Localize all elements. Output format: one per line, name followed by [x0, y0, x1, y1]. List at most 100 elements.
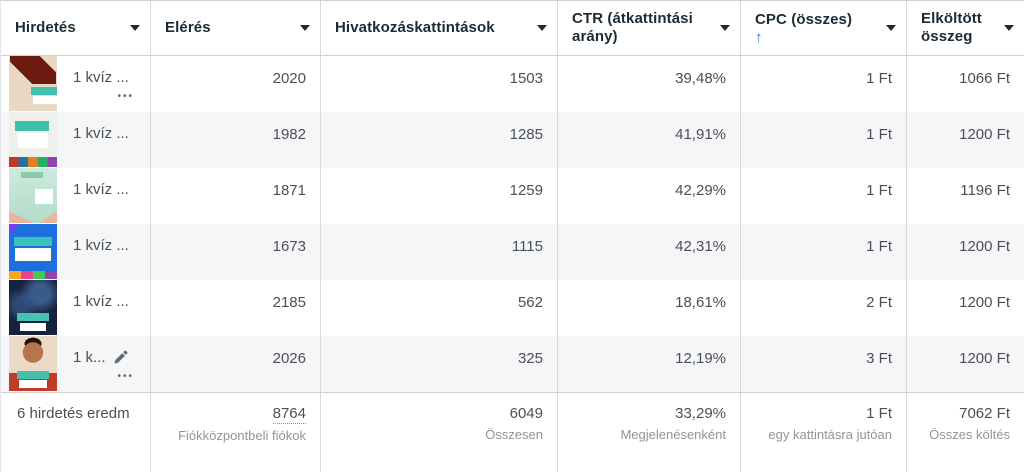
cpc-cell: 1 Ft — [741, 224, 907, 280]
column-header-ad[interactable]: Hirdetés — [1, 1, 151, 55]
caret-down-icon[interactable] — [537, 25, 547, 31]
reach-cell: 1982 — [151, 112, 321, 168]
ad-thumbnail[interactable] — [9, 224, 57, 279]
edit-icon[interactable] — [113, 350, 128, 365]
cpc-cell: 3 Ft — [741, 336, 907, 392]
footer-cpc-cell: 1 Ft egy kattintásra jutóan — [741, 393, 907, 472]
spend-cell: 1200 Ft — [959, 238, 1010, 255]
total-ctr-value: 33,29% — [675, 405, 726, 422]
ctr-cell: 12,19% — [558, 336, 741, 392]
column-header-cpc[interactable]: CPC (összes) ↑ — [741, 1, 907, 55]
reach-cell: 2026 — [151, 336, 321, 392]
ad-thumbnail[interactable] — [9, 112, 57, 167]
total-spend-value: 7062 Ft — [959, 405, 1010, 422]
column-header-amount-spent[interactable]: Elköltött összeg — [907, 1, 1024, 55]
total-clicks-value: 6049 — [509, 405, 543, 422]
total-cpc-label: egy kattintásra jutóan — [768, 427, 892, 442]
ad-label-block: 1 kvíz ... — [57, 280, 150, 336]
footer-ctr-cell: 33,29% Megjelenésenként — [558, 393, 741, 472]
link-clicks-cell: 1285 — [321, 112, 558, 168]
ad-name[interactable]: 1 kvíz ... — [73, 293, 129, 310]
link-clicks-cell: 1503 — [321, 56, 558, 112]
cpc-cell: 1 Ft — [741, 56, 907, 112]
cpc-cell: 2 Ft — [741, 280, 907, 336]
spend-cell: 1200 Ft — [959, 350, 1010, 367]
column-header-ctr[interactable]: CTR (átkattintási arány) — [558, 1, 741, 55]
ad-thumbnail[interactable] — [9, 336, 57, 391]
table-footer-row: 6 hirdetés eredm 8764 Fiókközpontbeli fi… — [1, 392, 1024, 472]
total-spend-label: Összes költés — [929, 427, 1010, 442]
footer-spend-cell: 7062 Ft Összes költés — [907, 393, 1024, 472]
ad-name[interactable]: 1 kvíz ... — [73, 69, 129, 86]
results-count: 6 hirdetés eredm — [17, 405, 130, 422]
column-label: CPC (összes) — [755, 11, 853, 28]
column-label: Elköltött összeg — [921, 10, 982, 45]
caret-down-icon[interactable] — [130, 25, 140, 31]
total-ctr-label: Megjelenésenként — [620, 427, 726, 442]
ad-label-block: 1 kvíz ... — [57, 168, 150, 224]
ad-cell: 1 k... ••• — [1, 336, 151, 392]
column-header-link-clicks[interactable]: Hivatkozáskattintások — [321, 1, 558, 55]
table-row: 1 kvíz ... 1673 1115 42,31% 1 Ft 1200 Ft — [1, 224, 1024, 280]
column-label: Hivatkozáskattintások — [335, 19, 495, 36]
table-row: 1 kvíz ... 1982 1285 41,91% 1 Ft 1200 Ft — [1, 112, 1024, 168]
table-row: 1 kvíz ... ••• 2020 1503 39,48% 1 Ft 106… — [1, 56, 1024, 112]
caret-down-icon[interactable] — [1004, 25, 1014, 31]
caret-down-icon[interactable] — [886, 25, 896, 31]
ad-cell: 1 kvíz ... — [1, 224, 151, 280]
cpc-cell: 1 Ft — [741, 112, 907, 168]
total-reach-value[interactable]: 8764 — [272, 405, 306, 424]
ad-cell: 1 kvíz ... — [1, 280, 151, 336]
ad-label-block: 1 kvíz ... — [57, 112, 150, 168]
ctr-cell: 18,61% — [558, 280, 741, 336]
ellipsis-menu-icon[interactable]: ••• — [117, 91, 134, 102]
column-label: CTR (átkattintási arány) — [572, 10, 693, 45]
total-clicks-label: Összesen — [485, 427, 543, 442]
link-clicks-cell: 1115 — [321, 224, 558, 280]
ad-name[interactable]: 1 kvíz ... — [73, 181, 129, 198]
ad-label-block: 1 kvíz ... ••• — [57, 56, 150, 112]
ctr-cell: 42,31% — [558, 224, 741, 280]
ellipsis-menu-icon[interactable]: ••• — [117, 371, 134, 382]
column-label: Hirdetés — [15, 19, 76, 36]
sort-ascending-icon: ↑ — [755, 29, 763, 46]
table-row: 1 k... ••• 2026 325 12,19% 3 Ft 1200 Ft — [1, 336, 1024, 392]
column-header-reach[interactable]: Elérés — [151, 1, 321, 55]
ctr-cell: 39,48% — [558, 56, 741, 112]
spend-cell: 1200 Ft — [959, 126, 1010, 143]
ad-thumbnail[interactable] — [9, 168, 57, 223]
footer-clicks-cell: 6049 Összesen — [321, 393, 558, 472]
ad-label-block: 1 k... ••• — [57, 336, 150, 392]
ad-name[interactable]: 1 kvíz ... — [73, 125, 129, 142]
cpc-cell: 1 Ft — [741, 168, 907, 224]
ad-cell: 1 kvíz ... ••• — [1, 56, 151, 112]
reach-cell: 2020 — [151, 56, 321, 112]
total-reach-label: Fiókközpontbeli fiókok — [178, 428, 306, 443]
ad-thumbnail[interactable] — [9, 280, 57, 335]
caret-down-icon[interactable] — [300, 25, 310, 31]
ctr-cell: 41,91% — [558, 112, 741, 168]
reach-cell: 1673 — [151, 224, 321, 280]
reach-cell: 2185 — [151, 280, 321, 336]
link-clicks-cell: 325 — [321, 336, 558, 392]
spend-cell: 1066 Ft — [959, 70, 1010, 87]
reach-cell: 1871 — [151, 168, 321, 224]
link-clicks-cell: 562 — [321, 280, 558, 336]
ad-cell: 1 kvíz ... — [1, 168, 151, 224]
caret-down-icon[interactable] — [720, 25, 730, 31]
link-clicks-cell: 1259 — [321, 168, 558, 224]
ad-name[interactable]: 1 kvíz ... — [73, 237, 129, 254]
spend-cell: 1196 Ft — [960, 182, 1010, 199]
total-cpc-value: 1 Ft — [866, 405, 892, 422]
spend-cell: 1200 Ft — [959, 294, 1010, 311]
table-row: 1 kvíz ... 2185 562 18,61% 2 Ft 1200 Ft — [1, 280, 1024, 336]
table-row: 1 kvíz ... 1871 1259 42,29% 1 Ft 1196 Ft — [1, 168, 1024, 224]
ad-name[interactable]: 1 k... — [73, 349, 106, 366]
column-label: Elérés — [165, 19, 211, 36]
ad-thumbnail[interactable] — [9, 56, 57, 111]
ctr-cell: 42,29% — [558, 168, 741, 224]
ad-label-block: 1 kvíz ... — [57, 224, 150, 280]
table-header-row: Hirdetés Elérés Hivatkozáskattintások CT… — [1, 1, 1024, 56]
ad-cell: 1 kvíz ... — [1, 112, 151, 168]
